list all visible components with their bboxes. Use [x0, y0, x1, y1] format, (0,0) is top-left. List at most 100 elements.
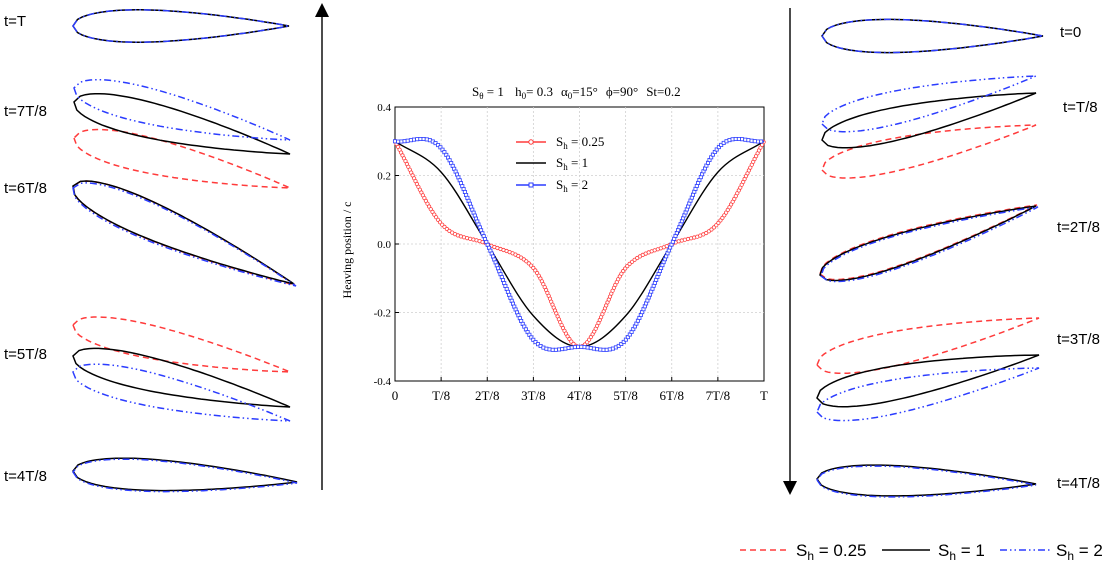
heaving-chart: 0.4 0.2 0.0 -0.2 -0.40 T/8 2T/8 3T/8 4T/8 5T/8 6T/…	[340, 84, 768, 403]
series-sh-2-point	[746, 138, 751, 143]
right-label-t-0: t=0	[1060, 24, 1081, 41]
series-sh-2-point	[579, 344, 584, 349]
foil-right-0-blue	[821, 18, 1044, 54]
series-sh-2-point	[411, 137, 416, 142]
left-label-t-7T8: t=7T/8	[4, 103, 47, 120]
series-sh-2-point	[399, 139, 404, 144]
foil-right-4T8-blue	[816, 465, 1037, 498]
foil-left-6T8-black	[72, 180, 295, 285]
series-sh-2-point	[415, 137, 420, 142]
foil-left-7T8-black	[73, 92, 291, 155]
series-sh-2-point	[550, 347, 555, 352]
legend-label-sh-1: Sh = 1	[556, 155, 588, 172]
bottom-legend-label-sh-2: Sh = 2	[1056, 541, 1103, 563]
foil-right-2T8-blue	[820, 206, 1039, 283]
series-sh-2-point	[392, 139, 397, 144]
series-sh-2-point	[531, 337, 536, 342]
foil-right-T8-red	[821, 124, 1037, 179]
left-label-t-5T8: t=5T/8	[4, 346, 47, 363]
series-sh-2-point	[591, 346, 596, 351]
foil-left-4T8-blue	[72, 458, 298, 493]
y-tick-label: -0.2	[374, 308, 391, 320]
x-tick-label: 4T/8	[567, 388, 592, 403]
foil-right-3T8-blue	[816, 367, 1040, 422]
legend-marker-sh-2	[528, 182, 534, 188]
series-sh-2-point	[560, 347, 565, 352]
foil-right-0-black	[821, 18, 1044, 54]
foil-left-6T8-red	[72, 180, 296, 286]
bottom-legend-label-sh-025: Sh = 0.25	[796, 541, 867, 563]
left-label-t-6T8: t=6T/8	[4, 180, 47, 197]
foil-right-2T8-red	[819, 204, 1038, 281]
x-tick-label: 0	[392, 388, 399, 403]
series-sh-2-point	[585, 345, 590, 350]
x-tick-label: 3T/8	[521, 388, 546, 403]
x-tick-label: 7T/8	[706, 388, 731, 403]
series-sh-2-point	[533, 340, 538, 345]
foil-left-5T8-red	[72, 316, 291, 373]
foil-left-6T8-blue	[72, 182, 297, 287]
y-tick-label: 0.4	[377, 102, 391, 114]
series-sh-2-point	[421, 136, 426, 141]
foil-left-7T8-blue	[73, 78, 291, 141]
series-sh-2-point	[716, 145, 721, 150]
right-label-t-T8: t=T/8	[1063, 99, 1098, 116]
foil-right-3T8-red	[816, 317, 1040, 375]
series-sh-2-point	[759, 139, 764, 144]
axis-ticks: 0.4 0.2 0.0 -0.2 -0.40 T/8 2T/8 3T/8 4T/8 5T/8 6T/…	[374, 102, 768, 403]
right-label-t-2T8: t=2T/8	[1057, 219, 1100, 236]
series-sh-2-point	[563, 346, 568, 351]
bottom-legend: Sh = 0.25 Sh = 1 Sh = 2	[740, 541, 1103, 563]
series-sh-2-point	[601, 347, 606, 352]
x-tick-label: 5T/8	[613, 388, 638, 403]
right-label-t-4T8: t=4T/8	[1057, 475, 1100, 492]
left-label-t-4T8: t=4T/8	[4, 468, 47, 485]
right-label-t-3T8: t=3T/8	[1057, 331, 1100, 348]
series-sh-2-point	[621, 339, 626, 344]
x-tick-label: T/8	[432, 388, 450, 403]
y-tick-label: -0.4	[374, 376, 392, 388]
series-sh-2-point	[438, 145, 443, 150]
foil-left-4T8-black	[72, 457, 298, 492]
y-axis-label: Heaving position / c	[340, 202, 354, 299]
series-sh-2-point	[719, 142, 724, 147]
x-tick-label: 2T/8	[475, 388, 500, 403]
series-sh-2-point	[749, 138, 754, 143]
x-tick-label: 6T/8	[659, 388, 684, 403]
foil-right-4T8-black	[816, 464, 1037, 497]
series-sh-2-point	[396, 139, 401, 144]
series-sh-2-point	[576, 344, 581, 349]
series-sh-2-point	[595, 347, 600, 352]
y-tick-label: 0.0	[377, 239, 391, 251]
foil-right-T8-blue	[821, 75, 1037, 133]
y-tick-label: 0.2	[377, 171, 391, 183]
bottom-legend-label-sh-1: Sh = 1	[938, 541, 985, 563]
series-sh-2-point	[569, 345, 574, 350]
series-sh-2-point	[436, 143, 441, 148]
foil-right-2T8-black	[819, 205, 1037, 282]
foil-right-3T8-black	[816, 354, 1040, 408]
legend-label-sh-2: Sh = 2	[556, 177, 588, 194]
x-tick-label: T	[760, 388, 768, 403]
series-sh-2-point	[740, 137, 745, 142]
foil-left-5T8-black	[72, 347, 291, 408]
left-label-t-T: t=T	[4, 13, 26, 30]
series-sh-2-point	[547, 347, 552, 352]
airfoil-profiles	[72, 9, 1044, 498]
series-sh-2-point	[733, 136, 738, 141]
legend-label-sh-025: Sh = 0.25	[556, 134, 604, 151]
series-sh-2-point	[752, 139, 757, 144]
chart-series	[392, 136, 766, 352]
foil-left-5T8-blue	[72, 363, 291, 422]
legend-marker-sh-025	[528, 139, 534, 145]
foil-left-T-blue	[72, 9, 290, 43]
chart-legend: Sh = 0.25 Sh = 1 Sh = 2	[516, 134, 604, 194]
series-sh-2-point	[572, 345, 577, 350]
series-sh-2-point	[598, 347, 603, 352]
foil-right-T8-black	[821, 92, 1037, 149]
series-sh-2-point	[418, 136, 423, 141]
foil-left-T-black	[72, 9, 290, 43]
chart-title: Sθ = 1 h0= 0.3 α0=15° ϕ=90° St=0.2	[472, 84, 681, 101]
series-sh-2-point	[736, 136, 741, 141]
